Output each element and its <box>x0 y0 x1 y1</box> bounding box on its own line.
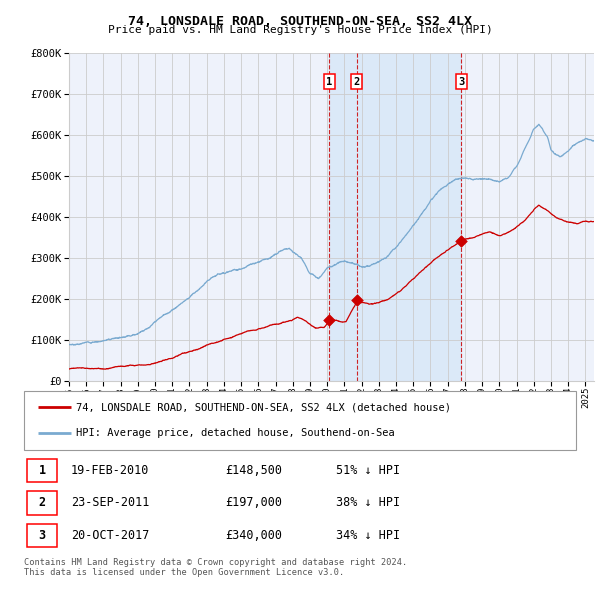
Text: £197,000: £197,000 <box>226 496 283 510</box>
FancyBboxPatch shape <box>27 491 57 514</box>
Text: 38% ↓ HPI: 38% ↓ HPI <box>336 496 400 510</box>
Text: 1: 1 <box>38 464 46 477</box>
Text: 51% ↓ HPI: 51% ↓ HPI <box>336 464 400 477</box>
Text: Price paid vs. HM Land Registry's House Price Index (HPI): Price paid vs. HM Land Registry's House … <box>107 25 493 35</box>
Text: 19-FEB-2010: 19-FEB-2010 <box>71 464 149 477</box>
Point <box>457 237 466 246</box>
Bar <box>329 53 461 381</box>
Point <box>352 295 362 304</box>
Point <box>325 315 334 324</box>
Text: 2: 2 <box>38 496 46 510</box>
FancyBboxPatch shape <box>27 459 57 482</box>
FancyBboxPatch shape <box>24 391 576 450</box>
Text: 74, LONSDALE ROAD, SOUTHEND-ON-SEA, SS2 4LX (detached house): 74, LONSDALE ROAD, SOUTHEND-ON-SEA, SS2 … <box>76 402 451 412</box>
FancyBboxPatch shape <box>27 524 57 547</box>
Text: £148,500: £148,500 <box>226 464 283 477</box>
Text: 3: 3 <box>458 77 464 87</box>
Text: 20-OCT-2017: 20-OCT-2017 <box>71 529 149 542</box>
Text: Contains HM Land Registry data © Crown copyright and database right 2024.
This d: Contains HM Land Registry data © Crown c… <box>24 558 407 577</box>
Text: 74, LONSDALE ROAD, SOUTHEND-ON-SEA, SS2 4LX: 74, LONSDALE ROAD, SOUTHEND-ON-SEA, SS2 … <box>128 15 472 28</box>
Text: 2: 2 <box>353 77 360 87</box>
Text: 34% ↓ HPI: 34% ↓ HPI <box>336 529 400 542</box>
Text: HPI: Average price, detached house, Southend-on-Sea: HPI: Average price, detached house, Sout… <box>76 428 395 438</box>
Text: 23-SEP-2011: 23-SEP-2011 <box>71 496 149 510</box>
Text: £340,000: £340,000 <box>226 529 283 542</box>
Text: 1: 1 <box>326 77 332 87</box>
Text: 3: 3 <box>38 529 46 542</box>
